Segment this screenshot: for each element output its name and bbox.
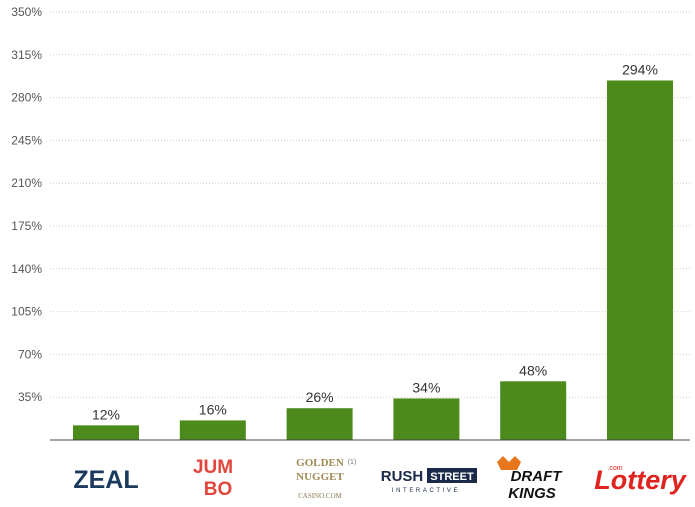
bar-value-label-5: 48%	[519, 362, 547, 378]
logo-jumbo-line1: JUM	[193, 457, 233, 478]
bar-3	[286, 408, 353, 440]
y-tick-label: 105%	[11, 305, 42, 319]
logo-golden-nugget-footnote: (1)	[348, 459, 357, 466]
logo-lottery-text: Lottery	[594, 465, 687, 495]
bar-value-label-3: 26%	[306, 389, 334, 405]
logo-lottery: Lottery .com	[594, 465, 687, 495]
bar-value-label-6: 294%	[622, 61, 658, 77]
y-tick-label: 70%	[18, 347, 42, 361]
bar-6	[607, 80, 673, 440]
logo-zeal: ZEAL	[73, 466, 138, 494]
logo-draftkings-crown-icon	[497, 456, 521, 470]
logo-draftkings-line2: KINGS	[508, 485, 556, 502]
bar-2	[179, 420, 246, 440]
logo-rush-street-interactive: INTERACTIVE	[392, 488, 460, 494]
logo-draftkings: DRAFT KINGS	[497, 456, 563, 502]
logo-golden-nugget-line2: NUGGET	[296, 471, 344, 483]
y-tick-label: 35%	[18, 390, 42, 404]
logo-rush-street-box	[427, 468, 477, 483]
y-tick-label: 315%	[11, 48, 42, 62]
bar-value-label-4: 34%	[412, 379, 440, 395]
bar-value-label-1: 12%	[92, 406, 120, 422]
logo-golden-nugget-line1: GOLDEN	[296, 457, 344, 469]
logo-lottery-suffix: .com	[607, 465, 622, 472]
logo-rush-street-rush: RUSH	[381, 468, 424, 485]
bar-value-label-2: 16%	[199, 401, 227, 417]
logo-jumbo-line2: BO	[204, 479, 233, 500]
bar-5	[500, 381, 567, 440]
logo-rush-street-street: STREET	[430, 471, 474, 483]
logo-jumbo: JUM BO	[193, 457, 233, 500]
bars	[73, 80, 673, 440]
data-labels: 12% 16% 26% 34% 48% 294%	[92, 61, 658, 422]
y-tick-label: 140%	[11, 262, 42, 276]
y-tick-label: 210%	[11, 176, 42, 190]
logo-draftkings-line1: DRAFT	[511, 468, 564, 485]
y-tick-label: 245%	[11, 133, 42, 147]
logo-zeal-text: ZEAL	[73, 466, 138, 494]
y-tick-label: 350%	[11, 5, 42, 19]
y-axis-ticks: 35% 70% 105% 140% 175% 210% 245% 280% 315% 350%	[11, 5, 42, 404]
y-tick-label: 175%	[11, 219, 42, 233]
y-tick-label: 280%	[11, 91, 42, 105]
bar-1	[73, 425, 139, 440]
gridlines	[50, 11, 690, 398]
logo-rush-street: RUSH STREET INTERACTIVE	[381, 468, 477, 494]
bar-4	[393, 398, 460, 440]
logo-golden-nugget-line3: CASINO.COM	[298, 492, 343, 500]
logo-golden-nugget: GOLDEN NUGGET CASINO.COM (1)	[296, 457, 356, 500]
